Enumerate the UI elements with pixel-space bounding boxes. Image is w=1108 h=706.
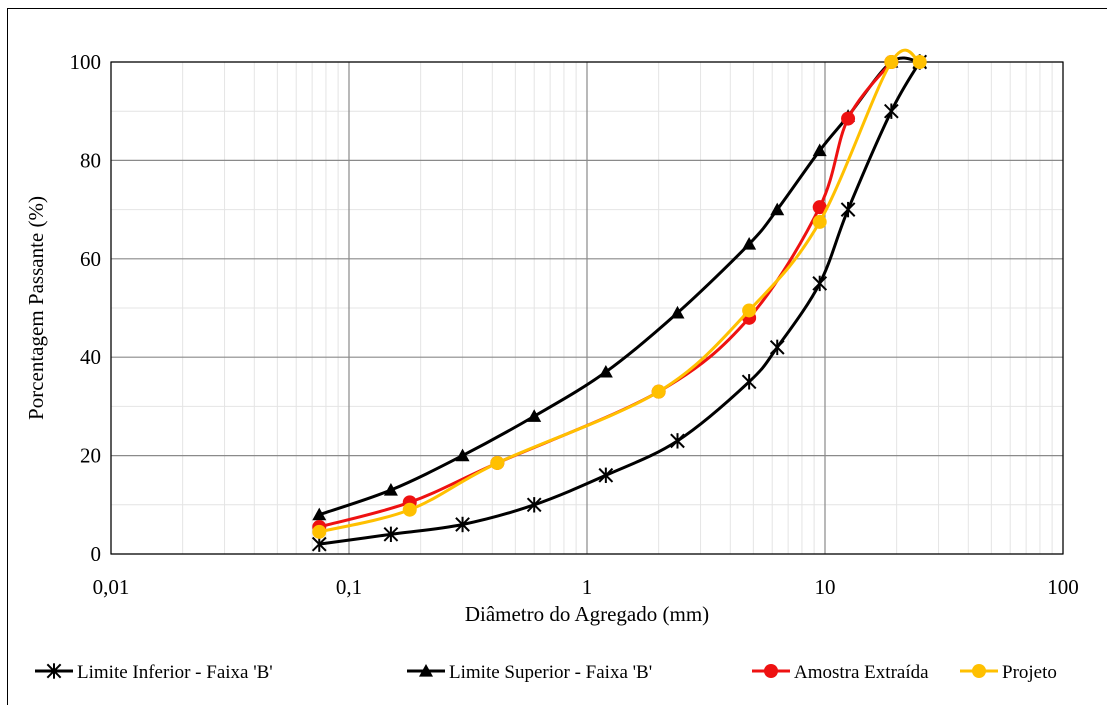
circle-marker (402, 502, 417, 517)
triangle-marker (770, 202, 785, 216)
circle-marker (651, 384, 666, 399)
x-tick-label: 0,01 (93, 575, 130, 599)
circle-marker (884, 55, 899, 69)
y-tick-label: 0 (91, 542, 102, 566)
series-1 (311, 54, 928, 552)
x-tick-label: 100 (1047, 575, 1079, 599)
triangle-marker (812, 143, 827, 157)
legend-label: Amostra Extraída (794, 662, 929, 683)
series-2 (312, 55, 927, 521)
star-marker (670, 433, 685, 449)
y-tick-label: 20 (80, 444, 101, 468)
star-marker (46, 663, 62, 679)
circle-marker (841, 111, 856, 126)
star-marker (840, 201, 856, 218)
legend-entry: Limite Superior - Faixa 'B' (407, 662, 652, 683)
triangle-marker (742, 237, 757, 250)
series-line (319, 61, 922, 546)
series-4 (312, 48, 927, 539)
y-tick-label: 80 (80, 148, 101, 172)
triangle-marker (312, 507, 327, 521)
circle-marker (812, 214, 827, 229)
circle-marker (764, 664, 778, 678)
legend-label: Limite Inferior - Faixa 'B' (77, 662, 273, 683)
circle-marker (972, 664, 986, 678)
series-line (318, 56, 920, 517)
star-marker (311, 536, 327, 552)
y-tick-label: 40 (80, 345, 101, 369)
triangle-marker (670, 305, 685, 319)
triangle-marker (419, 664, 433, 677)
x-tick-label: 0,1 (336, 575, 362, 599)
legend-label: Limite Superior - Faixa 'B' (449, 662, 652, 683)
triangle-marker (383, 483, 398, 496)
chart-frame (7, 8, 1107, 705)
minor-gridlines (111, 62, 1063, 554)
y-axis-tick-labels: 0 20 40 60 80 100 (70, 50, 102, 566)
star-marker (769, 339, 785, 356)
triangle-marker (527, 409, 542, 422)
series-line (318, 61, 893, 529)
circle-marker (312, 524, 327, 539)
series-line (318, 48, 921, 534)
legend-label: Projeto (1002, 662, 1057, 683)
y-tick-label: 60 (80, 247, 101, 271)
series-layer (311, 48, 928, 552)
y-axis-title: Porcentagem Passante (%) (24, 196, 48, 420)
circle-marker (490, 455, 505, 470)
x-axis-tick-labels: 0,01 0,1 1 10 100 (93, 575, 1079, 599)
plot-area-border (110, 61, 1064, 555)
star-marker (741, 374, 757, 390)
legend-entry: Limite Inferior - Faixa 'B' (35, 662, 273, 683)
star-marker (598, 467, 614, 483)
series-3 (312, 55, 899, 534)
y-tick-label: 100 (70, 50, 102, 74)
x-tick-label: 10 (815, 575, 836, 599)
triangle-marker (598, 364, 613, 378)
star-marker (883, 103, 899, 119)
star-marker (383, 526, 399, 543)
legend: Limite Inferior - Faixa 'B' Limite Superi… (35, 662, 1057, 683)
star-marker (455, 516, 470, 533)
circle-marker (812, 200, 827, 215)
x-axis-title: Diâmetro do Agregado (mm) (465, 602, 709, 626)
star-marker (526, 497, 542, 513)
star-marker (812, 275, 828, 292)
legend-entry: Projeto (960, 662, 1057, 683)
triangle-marker (455, 448, 470, 462)
legend-entry: Amostra Extraída (752, 662, 929, 683)
circle-marker (742, 303, 757, 318)
circle-marker (912, 55, 927, 69)
x-tick-label: 1 (582, 575, 593, 599)
